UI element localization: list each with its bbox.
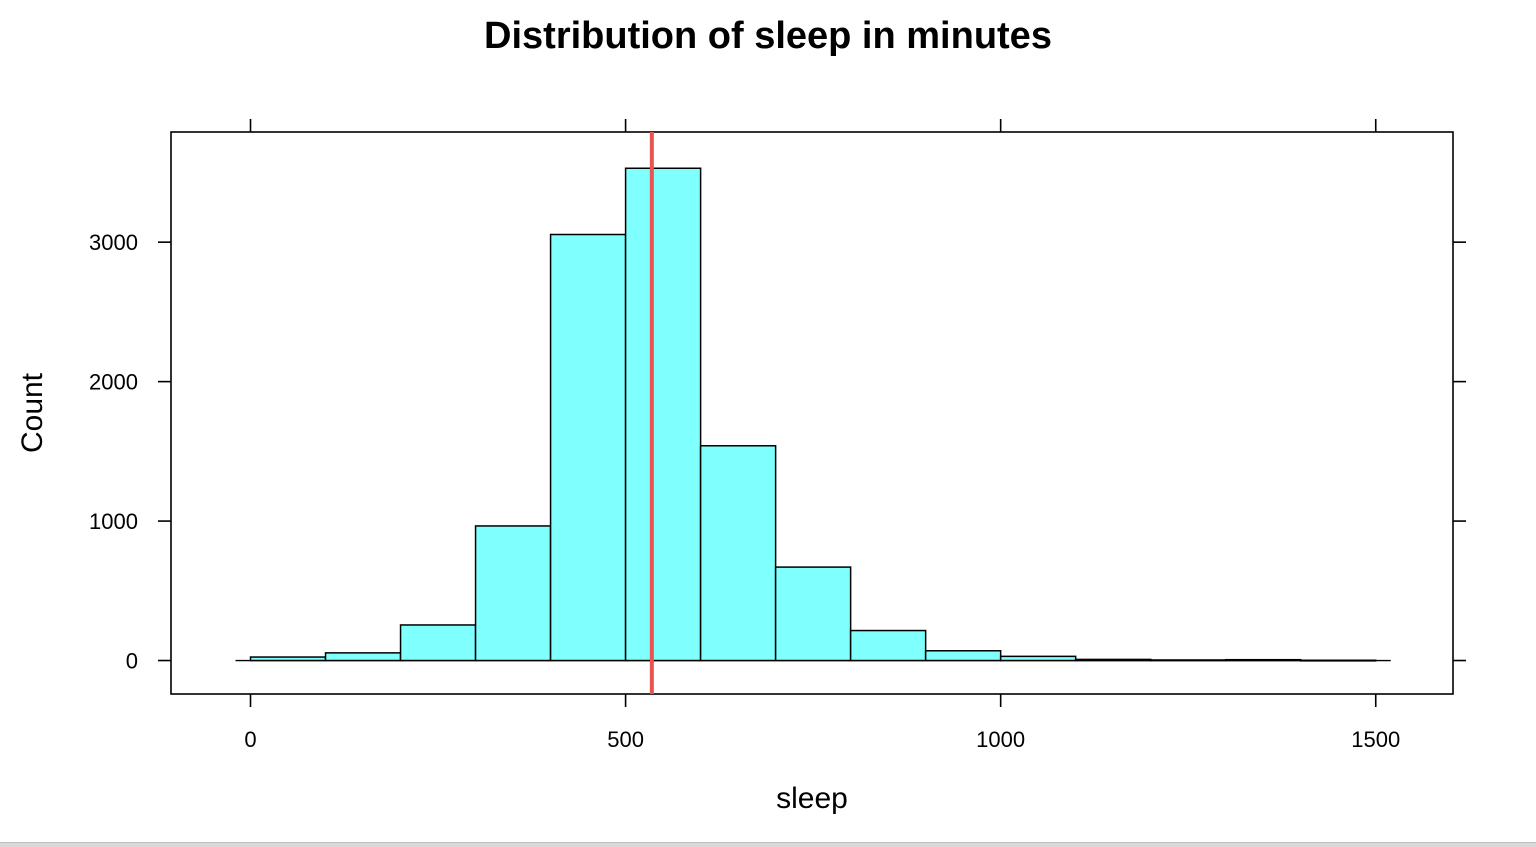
x-tick-label: 500 <box>607 727 644 752</box>
window-bottom-border <box>0 842 1536 847</box>
histogram-bar-8 <box>849 629 927 662</box>
histogram-bar-5 <box>624 167 702 662</box>
histogram-bar-11 <box>1074 658 1152 662</box>
histogram-bar-0 <box>249 656 327 662</box>
chart-title: Distribution of sleep in minutes <box>484 15 1052 57</box>
histogram-bar-10 <box>999 655 1077 662</box>
y-tick-label: 3000 <box>89 230 138 255</box>
histogram-bar-9 <box>924 650 1002 662</box>
x-tick-label: 1500 <box>1351 727 1400 752</box>
x-axis-label: sleep <box>776 782 848 815</box>
histogram-bar-7 <box>774 566 852 662</box>
histogram-bar-14 <box>1299 659 1377 662</box>
histogram-bar-3 <box>474 525 552 662</box>
y-tick-label: 2000 <box>89 370 138 395</box>
histogram-bar-12 <box>1149 659 1227 662</box>
y-tick-label: 0 <box>126 649 138 674</box>
y-axis: 0 1000 2000 3000 <box>89 230 1466 674</box>
histogram-bar-1 <box>324 652 402 662</box>
histogram-bars <box>249 167 1377 662</box>
histogram-bar-6 <box>699 445 777 662</box>
x-tick-label: 0 <box>244 727 256 752</box>
histogram-bar-13 <box>1224 658 1302 662</box>
histogram-bar-2 <box>399 624 477 662</box>
y-tick-label: 1000 <box>89 509 138 534</box>
x-tick-label: 1000 <box>976 727 1025 752</box>
histogram-bar-4 <box>549 233 627 662</box>
y-axis-label: Count <box>16 372 49 453</box>
x-axis: 0 500 1000 1500 <box>244 119 1400 752</box>
plot-frame <box>170 131 1454 695</box>
